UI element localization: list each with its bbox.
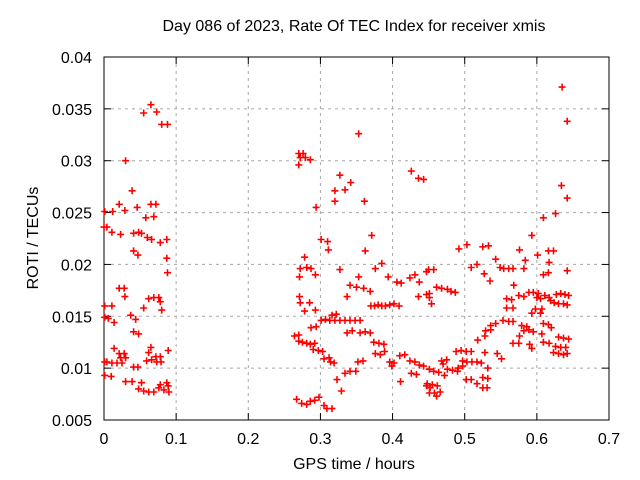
roti-data-points bbox=[100, 83, 573, 413]
x-tick-label: 0.6 bbox=[526, 431, 548, 448]
x-tick-label: 0 bbox=[100, 431, 109, 448]
chart-title: Day 086 of 2023, Rate Of TEC Index for r… bbox=[163, 18, 546, 35]
x-tick-label: 0.1 bbox=[165, 431, 187, 448]
y-tick-label: 0.005 bbox=[52, 413, 92, 430]
x-tick-labels: 0 0.1 0.2 0.3 0.4 0.5 0.6 0.7 bbox=[100, 431, 621, 448]
y-tick-label: 0.035 bbox=[52, 102, 92, 119]
x-tick-label: 0.7 bbox=[598, 431, 620, 448]
x-tick-label: 0.4 bbox=[381, 431, 403, 448]
y-tick-label: 0.01 bbox=[61, 361, 92, 378]
y-tick-label: 0.02 bbox=[61, 257, 92, 274]
x-tick-label: 0.3 bbox=[309, 431, 331, 448]
y-tick-label: 0.03 bbox=[61, 154, 92, 171]
y-tick-label: 0.015 bbox=[52, 309, 92, 326]
y-tick-label: 0.025 bbox=[52, 206, 92, 223]
y-tick-labels: 0.005 0.01 0.015 0.02 0.025 0.03 0.035 0.04 bbox=[52, 50, 92, 430]
plot-border bbox=[103, 56, 610, 421]
x-axis-label: GPS time / hours bbox=[293, 456, 415, 473]
data-points bbox=[100, 83, 573, 413]
y-axis-label: ROTI / TECUs bbox=[25, 187, 42, 290]
x-tick-label: 0.5 bbox=[454, 431, 476, 448]
y-tick-label: 0.04 bbox=[61, 50, 92, 67]
x-tick-label: 0.2 bbox=[237, 431, 259, 448]
